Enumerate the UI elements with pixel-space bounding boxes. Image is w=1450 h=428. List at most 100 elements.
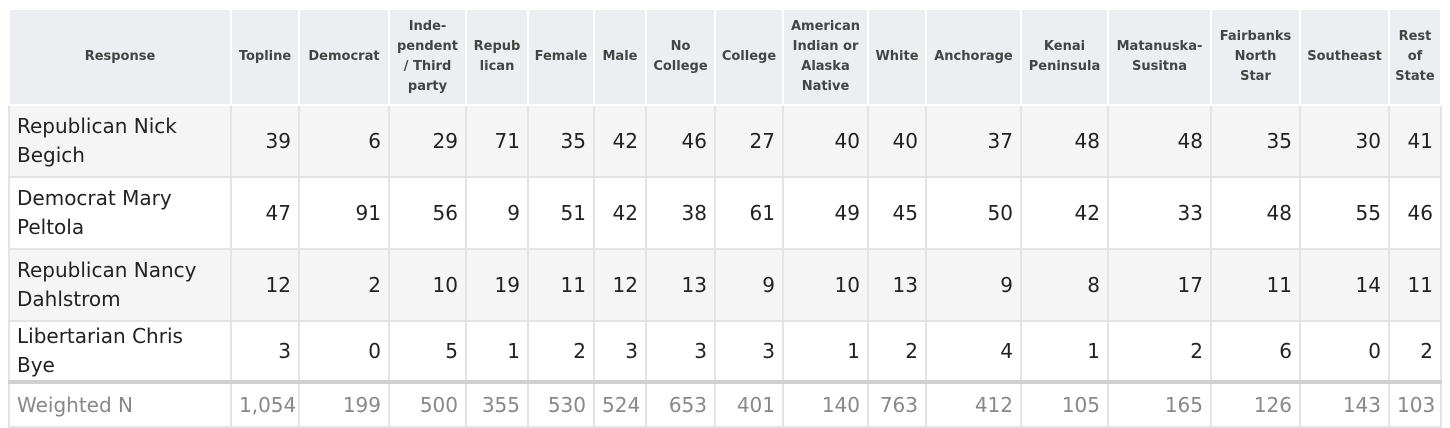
cell: 103 [1388,380,1442,428]
cell: 11 [1210,248,1301,322]
table-row: Republican Nick Begich 39 6 29 71 35 42 46 27 40 4… [8,104,1442,178]
row-label: Weighted N [8,380,232,428]
cell: 3 [645,320,716,383]
cell: 11 [1388,248,1442,322]
response-label: Libertarian Chris Bye [8,320,232,383]
cell: 27 [714,104,784,178]
cell: 105 [1020,380,1109,428]
cell: 35 [527,104,595,178]
cell: 9 [925,248,1022,322]
cell: 42 [1020,176,1109,250]
cell: 33 [1107,176,1212,250]
results-table: Response Topline Democrat Inde- pendent / T… [8,8,1442,428]
cell: 165 [1107,380,1212,428]
cell: 401 [714,380,784,428]
cell: 199 [298,380,390,428]
cell: 8 [1020,248,1109,322]
cell: 17 [1107,248,1212,322]
cell: 10 [388,248,467,322]
cell: 14 [1299,248,1390,322]
column-header: Anchorage [925,8,1022,106]
cell: 412 [925,380,1022,428]
response-label: Republican Nick Begich [8,104,232,178]
cell: 19 [465,248,529,322]
cell: 39 [230,104,300,178]
cell: 355 [465,380,529,428]
column-header: Rest of State [1388,8,1442,106]
cell: 3 [714,320,784,383]
cell: 51 [527,176,595,250]
cell: 2 [867,320,927,383]
cell: 10 [782,248,869,322]
cell: 45 [867,176,927,250]
column-header: Female [527,8,595,106]
cell: 13 [645,248,716,322]
response-label: Democrat Mary Peltola [8,176,232,250]
cell: 50 [925,176,1022,250]
cell: 143 [1299,380,1390,428]
cell: 3 [593,320,647,383]
cell: 6 [1210,320,1301,383]
cell: 48 [1210,176,1301,250]
cell: 2 [1388,320,1442,383]
cell: 653 [645,380,716,428]
column-header: Male [593,8,647,106]
cell: 2 [298,248,390,322]
column-header: White [867,8,927,106]
column-header: Southeast [1299,8,1390,106]
response-label: Republican Nancy Dahlstrom [8,248,232,322]
cell: 47 [230,176,300,250]
cell: 763 [867,380,927,428]
cell: 500 [388,380,467,428]
column-header: Democrat [298,8,390,106]
table-row: Democrat Mary Peltola 47 91 56 9 51 42 38 61 49 45… [8,176,1442,250]
cell: 1 [782,320,869,383]
cell: 9 [714,248,784,322]
cell: 1,054 [230,380,300,428]
cell: 13 [867,248,927,322]
cell: 42 [593,104,647,178]
column-header: Fairbanks North Star [1210,8,1301,106]
cell: 42 [593,176,647,250]
column-header: American Indian or Alaska Native [782,8,869,106]
cell: 2 [527,320,595,383]
cell: 40 [782,104,869,178]
header-row: Response Topline Democrat Inde- pendent / T… [8,8,1442,106]
cell: 9 [465,176,529,250]
cell: 30 [1299,104,1390,178]
cell: 71 [465,104,529,178]
column-header: College [714,8,784,106]
table-row: Libertarian Chris Bye 3 0 5 1 2 3 3 3 1 2 4 1 2 6 0 2 [8,320,1442,383]
column-header: Response [8,8,232,106]
cell: 38 [645,176,716,250]
cell: 29 [388,104,467,178]
table-row: Republican Nancy Dahlstrom 12 2 10 19 11 12 13 9… [8,248,1442,322]
cell: 55 [1299,176,1390,250]
cell: 11 [527,248,595,322]
cell: 46 [1388,176,1442,250]
column-header: Matanuska- Susitna [1107,8,1212,106]
cell: 524 [593,380,647,428]
table-body: Republican Nick Begich 39 6 29 71 35 42 46 27 40 4… [8,104,1442,428]
column-header: Kenai Peninsula [1020,8,1109,106]
cell: 0 [1299,320,1390,383]
cell: 5 [388,320,467,383]
cell: 530 [527,380,595,428]
cell: 4 [925,320,1022,383]
column-header: Inde- pendent / Third party [388,8,467,106]
cell: 49 [782,176,869,250]
cell: 3 [230,320,300,383]
cell: 35 [1210,104,1301,178]
cell: 1 [1020,320,1109,383]
cell: 56 [388,176,467,250]
column-header: Repub lican [465,8,529,106]
column-header: Topline [230,8,300,106]
cell: 61 [714,176,784,250]
cell: 12 [593,248,647,322]
cell: 91 [298,176,390,250]
column-header: No College [645,8,716,106]
cell: 41 [1388,104,1442,178]
cell: 48 [1020,104,1109,178]
cell: 0 [298,320,390,383]
